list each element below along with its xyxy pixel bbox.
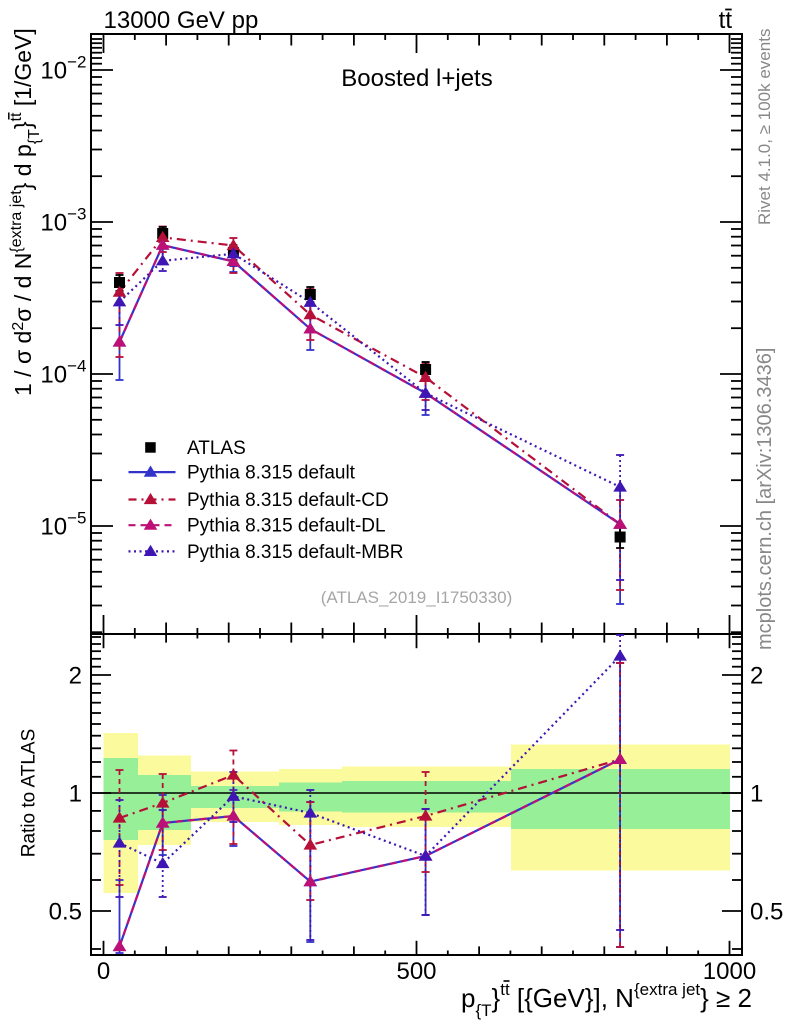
svg-text:ATLAS: ATLAS: [187, 438, 246, 459]
svg-text:p{T}tt [{GeV}], N{extra jet} ≥: p{T}tt [{GeV}], N{extra jet} ≥ 2: [461, 980, 752, 1020]
svg-text:500: 500: [396, 958, 436, 985]
svg-text:(ATLAS_2019_I1750330): (ATLAS_2019_I1750330): [321, 588, 513, 607]
svg-text:1: 1: [750, 781, 763, 808]
svg-text:Pythia 8.315 default-CD: Pythia 8.315 default-CD: [187, 490, 389, 511]
svg-text:0.5: 0.5: [750, 899, 783, 926]
svg-text:Pythia 8.315 default: Pythia 8.315 default: [187, 463, 356, 484]
svg-text:10−2: 10−2: [40, 53, 86, 85]
svg-text:2: 2: [750, 663, 763, 690]
svg-text:Rivet 4.1.0, ≥ 100k events: Rivet 4.1.0, ≥ 100k events: [755, 29, 774, 225]
svg-text:1: 1: [69, 781, 82, 808]
svg-text:mcplots.cern.ch [arXiv:1306.34: mcplots.cern.ch [arXiv:1306.3436]: [754, 348, 776, 650]
svg-text:10−3: 10−3: [40, 205, 86, 237]
svg-text:0.5: 0.5: [49, 899, 82, 926]
svg-text:Ratio to ATLAS: Ratio to ATLAS: [19, 729, 40, 858]
svg-text:2: 2: [69, 663, 82, 690]
svg-text:Boosted l+jets: Boosted l+jets: [341, 65, 492, 92]
svg-text:Pythia 8.315 default-DL: Pythia 8.315 default-DL: [187, 516, 386, 537]
svg-text:10−4: 10−4: [40, 357, 86, 389]
svg-text:tt: tt: [719, 7, 733, 34]
svg-text:1 / σ d2σ / d N{extra jet} d: 1 / σ d2σ / d N{extra jet} d p{T}tt [1/G…: [8, 28, 43, 396]
svg-text:1000: 1000: [703, 958, 756, 985]
svg-text:10−5: 10−5: [40, 509, 86, 541]
svg-text:Pythia 8.315 default-MBR: Pythia 8.315 default-MBR: [187, 542, 404, 563]
svg-text:0: 0: [97, 958, 110, 985]
svg-text:13000 GeV pp: 13000 GeV pp: [104, 7, 259, 34]
